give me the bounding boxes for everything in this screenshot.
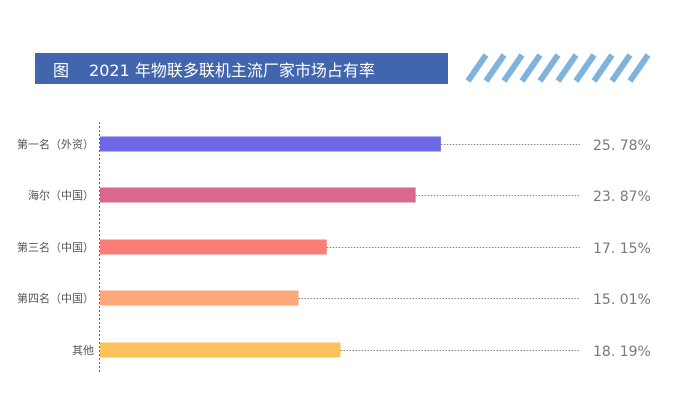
stripe bbox=[591, 53, 615, 83]
bar bbox=[100, 239, 327, 255]
value-label: 17. 15% bbox=[593, 241, 651, 257]
stripe bbox=[483, 53, 507, 83]
value-label: 23. 87% bbox=[593, 189, 651, 205]
bar bbox=[100, 290, 299, 306]
stripe bbox=[519, 53, 543, 83]
title-prefix: 图 bbox=[53, 60, 70, 80]
value-label: 18. 19% bbox=[593, 344, 651, 360]
decorative-stripes bbox=[465, 53, 651, 83]
value-label: 25. 78% bbox=[593, 138, 651, 154]
stripe bbox=[573, 53, 597, 83]
bar bbox=[100, 136, 441, 152]
stripe bbox=[609, 53, 633, 83]
bar bbox=[100, 342, 341, 358]
category-label: 其他 bbox=[72, 344, 94, 357]
stripe bbox=[627, 53, 651, 83]
category-label: 第三名（中国） bbox=[17, 240, 94, 254]
bar bbox=[100, 187, 416, 203]
chart-title-bar: 图 2021 年物联多联机主流厂家市场占有率 bbox=[35, 53, 448, 84]
stripe bbox=[465, 53, 489, 83]
stripe bbox=[555, 53, 579, 83]
category-label: 第一名（外资） bbox=[17, 137, 94, 151]
category-label: 第四名（中国） bbox=[17, 291, 94, 305]
category-label: 海尔（中国） bbox=[28, 188, 94, 202]
stripe bbox=[501, 53, 525, 83]
stripe bbox=[537, 53, 561, 83]
value-label: 15. 01% bbox=[593, 292, 651, 308]
chart-title: 2021 年物联多联机主流厂家市场占有率 bbox=[89, 60, 375, 80]
